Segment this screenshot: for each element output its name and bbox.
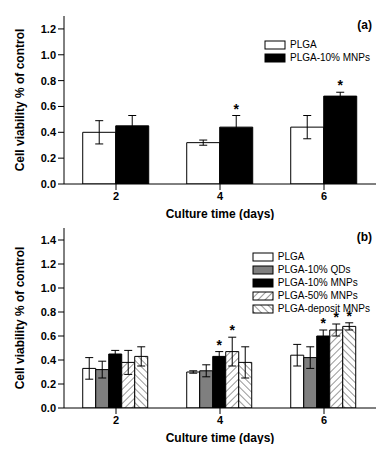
svg-text:2: 2 xyxy=(113,414,119,426)
svg-text:*: * xyxy=(229,322,235,338)
svg-text:0.0: 0.0 xyxy=(41,178,56,190)
html-text:PLGA-10% MNPs: PLGA-10% MNPs xyxy=(290,52,370,63)
svg-text:1.4: 1.4 xyxy=(41,234,57,246)
html-text:PLGA-10% QDs: PLGA-10% QDs xyxy=(277,264,351,275)
svg-text:0.2: 0.2 xyxy=(41,378,56,390)
svg-text:*: * xyxy=(337,77,343,93)
svg-text:2: 2 xyxy=(113,190,119,202)
svg-text:4: 4 xyxy=(217,414,224,426)
svg-text:4: 4 xyxy=(217,190,224,202)
html-text:PLGA: PLGA xyxy=(290,39,317,50)
html-text:PLGA-deposit MNPs: PLGA-deposit MNPs xyxy=(277,303,370,314)
svg-text:*: * xyxy=(233,101,239,117)
svg-text:6: 6 xyxy=(321,414,327,426)
svg-text:*: * xyxy=(320,315,326,331)
svg-text:Culture time (days): Culture time (days) xyxy=(166,207,275,220)
html-text:PLGA-50% MNPs: PLGA-50% MNPs xyxy=(277,290,358,301)
svg-text:0.0: 0.0 xyxy=(41,402,56,414)
html-text:(b): (b) xyxy=(356,230,372,244)
svg-text:0.4: 0.4 xyxy=(41,126,57,138)
html-text:(a): (a) xyxy=(357,18,372,32)
svg-text:0.6: 0.6 xyxy=(41,100,56,112)
svg-text:Culture time (days): Culture time (days) xyxy=(166,431,275,444)
svg-text:0.4: 0.4 xyxy=(41,354,57,366)
html-text:PLGA: PLGA xyxy=(277,251,305,262)
svg-text:1.0: 1.0 xyxy=(41,282,56,294)
html-text:PLGA-10% MNPs: PLGA-10% MNPs xyxy=(277,277,358,288)
svg-text:6: 6 xyxy=(321,190,327,202)
svg-text:1.2: 1.2 xyxy=(41,258,56,270)
svg-text:Cell viability % of control: Cell viability % of control xyxy=(13,29,27,172)
svg-text:0.8: 0.8 xyxy=(41,306,56,318)
svg-text:1.0: 1.0 xyxy=(41,49,56,61)
svg-text:0.8: 0.8 xyxy=(41,75,56,87)
svg-text:0.2: 0.2 xyxy=(41,152,56,164)
svg-text:*: * xyxy=(216,337,222,353)
svg-text:0.6: 0.6 xyxy=(41,330,56,342)
svg-text:Cell viability % of control: Cell viability % of control xyxy=(13,247,27,390)
svg-text:1.2: 1.2 xyxy=(41,23,56,35)
